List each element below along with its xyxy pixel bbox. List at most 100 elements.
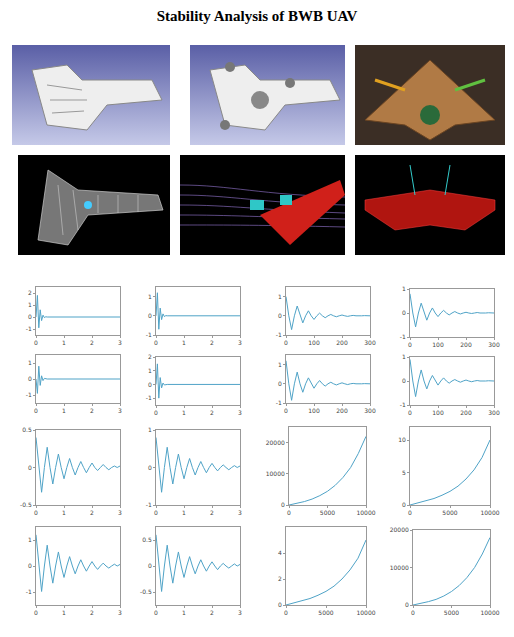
svg-text:10000: 10000	[356, 609, 375, 616]
svg-text:20000: 20000	[266, 439, 285, 446]
svg-text:-1: -1	[400, 401, 406, 408]
svg-text:-1: -1	[146, 501, 152, 508]
svg-text:3: 3	[118, 407, 122, 414]
svg-text:0: 0	[148, 562, 152, 569]
svg-text:2: 2	[210, 609, 214, 616]
svg-text:1: 1	[182, 609, 186, 616]
svg-text:100: 100	[432, 341, 444, 348]
svg-text:0: 0	[278, 380, 282, 387]
svg-text:1: 1	[182, 509, 186, 516]
svg-text:2: 2	[90, 609, 94, 616]
svg-text:0: 0	[411, 609, 415, 616]
svg-text:5: 5	[402, 469, 406, 476]
svg-text:0: 0	[408, 341, 412, 348]
svg-text:3: 3	[238, 339, 242, 346]
svg-text:1: 1	[402, 285, 406, 292]
svg-text:300: 300	[488, 409, 500, 416]
svg-text:10: 10	[398, 436, 406, 443]
svg-text:0: 0	[154, 509, 158, 516]
svg-text:-1: -1	[146, 331, 152, 338]
svg-text:1: 1	[62, 339, 66, 346]
svg-text:200: 200	[460, 341, 472, 348]
svg-text:1: 1	[28, 301, 32, 308]
svg-text:-0.5: -0.5	[20, 501, 32, 508]
svg-text:2: 2	[28, 289, 32, 296]
svg-text:0: 0	[402, 309, 406, 316]
svg-text:1: 1	[148, 367, 152, 374]
svg-text:20000: 20000	[390, 526, 409, 533]
svg-text:300: 300	[364, 407, 376, 414]
svg-text:0: 0	[148, 381, 152, 388]
svg-text:0: 0	[28, 375, 32, 382]
svg-text:2: 2	[148, 353, 152, 360]
svg-text:0: 0	[28, 562, 32, 569]
svg-text:1: 1	[28, 536, 32, 543]
svg-text:0: 0	[281, 501, 285, 508]
svg-text:-1: -1	[146, 394, 152, 401]
svg-text:1: 1	[182, 409, 186, 416]
svg-text:300: 300	[364, 339, 376, 346]
svg-text:100: 100	[308, 407, 320, 414]
svg-text:0: 0	[278, 312, 282, 319]
svg-text:0: 0	[402, 377, 406, 384]
svg-text:10000: 10000	[390, 564, 409, 571]
svg-text:1: 1	[62, 609, 66, 616]
svg-text:2: 2	[90, 509, 94, 516]
svg-text:5000: 5000	[318, 609, 333, 616]
svg-text:3: 3	[238, 609, 242, 616]
svg-text:1: 1	[28, 359, 32, 366]
svg-text:0: 0	[278, 601, 282, 608]
svg-text:5000: 5000	[442, 509, 457, 516]
svg-text:1: 1	[402, 353, 406, 360]
svg-text:-1: -1	[276, 399, 282, 406]
svg-text:0: 0	[154, 609, 158, 616]
svg-text:2: 2	[210, 509, 214, 516]
svg-text:10000: 10000	[480, 509, 499, 516]
svg-text:1: 1	[182, 339, 186, 346]
svg-text:0: 0	[284, 407, 288, 414]
svg-text:0: 0	[34, 609, 38, 616]
svg-text:0.5: 0.5	[142, 536, 152, 543]
svg-text:0: 0	[405, 601, 409, 608]
svg-text:3: 3	[118, 339, 122, 346]
svg-text:2: 2	[210, 339, 214, 346]
svg-text:1: 1	[148, 426, 152, 433]
svg-text:1: 1	[62, 509, 66, 516]
svg-text:10000: 10000	[266, 470, 285, 477]
svg-text:0: 0	[28, 313, 32, 320]
svg-text:-1: -1	[400, 333, 406, 340]
svg-text:0: 0	[34, 339, 38, 346]
svg-text:0: 0	[34, 407, 38, 414]
svg-text:0: 0	[287, 509, 291, 516]
svg-text:3: 3	[238, 409, 242, 416]
svg-text:3: 3	[118, 609, 122, 616]
svg-text:0: 0	[34, 509, 38, 516]
svg-text:2: 2	[90, 339, 94, 346]
svg-text:1: 1	[278, 293, 282, 300]
svg-text:3: 3	[238, 509, 242, 516]
svg-text:0: 0	[284, 339, 288, 346]
svg-text:2: 2	[278, 575, 282, 582]
svg-text:1: 1	[148, 293, 152, 300]
svg-text:0.5: 0.5	[22, 426, 32, 433]
svg-text:-1: -1	[276, 331, 282, 338]
svg-text:0: 0	[154, 409, 158, 416]
svg-text:5000: 5000	[444, 609, 459, 616]
svg-text:0: 0	[408, 509, 412, 516]
svg-text:1: 1	[278, 361, 282, 368]
svg-text:0: 0	[284, 609, 288, 616]
svg-text:0: 0	[408, 409, 412, 416]
svg-text:-1: -1	[26, 325, 32, 332]
svg-text:4: 4	[278, 549, 282, 556]
svg-text:0: 0	[28, 464, 32, 471]
svg-text:10000: 10000	[480, 609, 499, 616]
svg-text:200: 200	[460, 409, 472, 416]
svg-text:1: 1	[62, 407, 66, 414]
svg-text:-0.5: -0.5	[140, 588, 152, 595]
svg-text:-1: -1	[26, 391, 32, 398]
svg-text:-1: -1	[26, 588, 32, 595]
svg-text:5000: 5000	[320, 509, 335, 516]
svg-text:2: 2	[90, 407, 94, 414]
svg-text:0: 0	[154, 339, 158, 346]
svg-text:300: 300	[488, 341, 500, 348]
